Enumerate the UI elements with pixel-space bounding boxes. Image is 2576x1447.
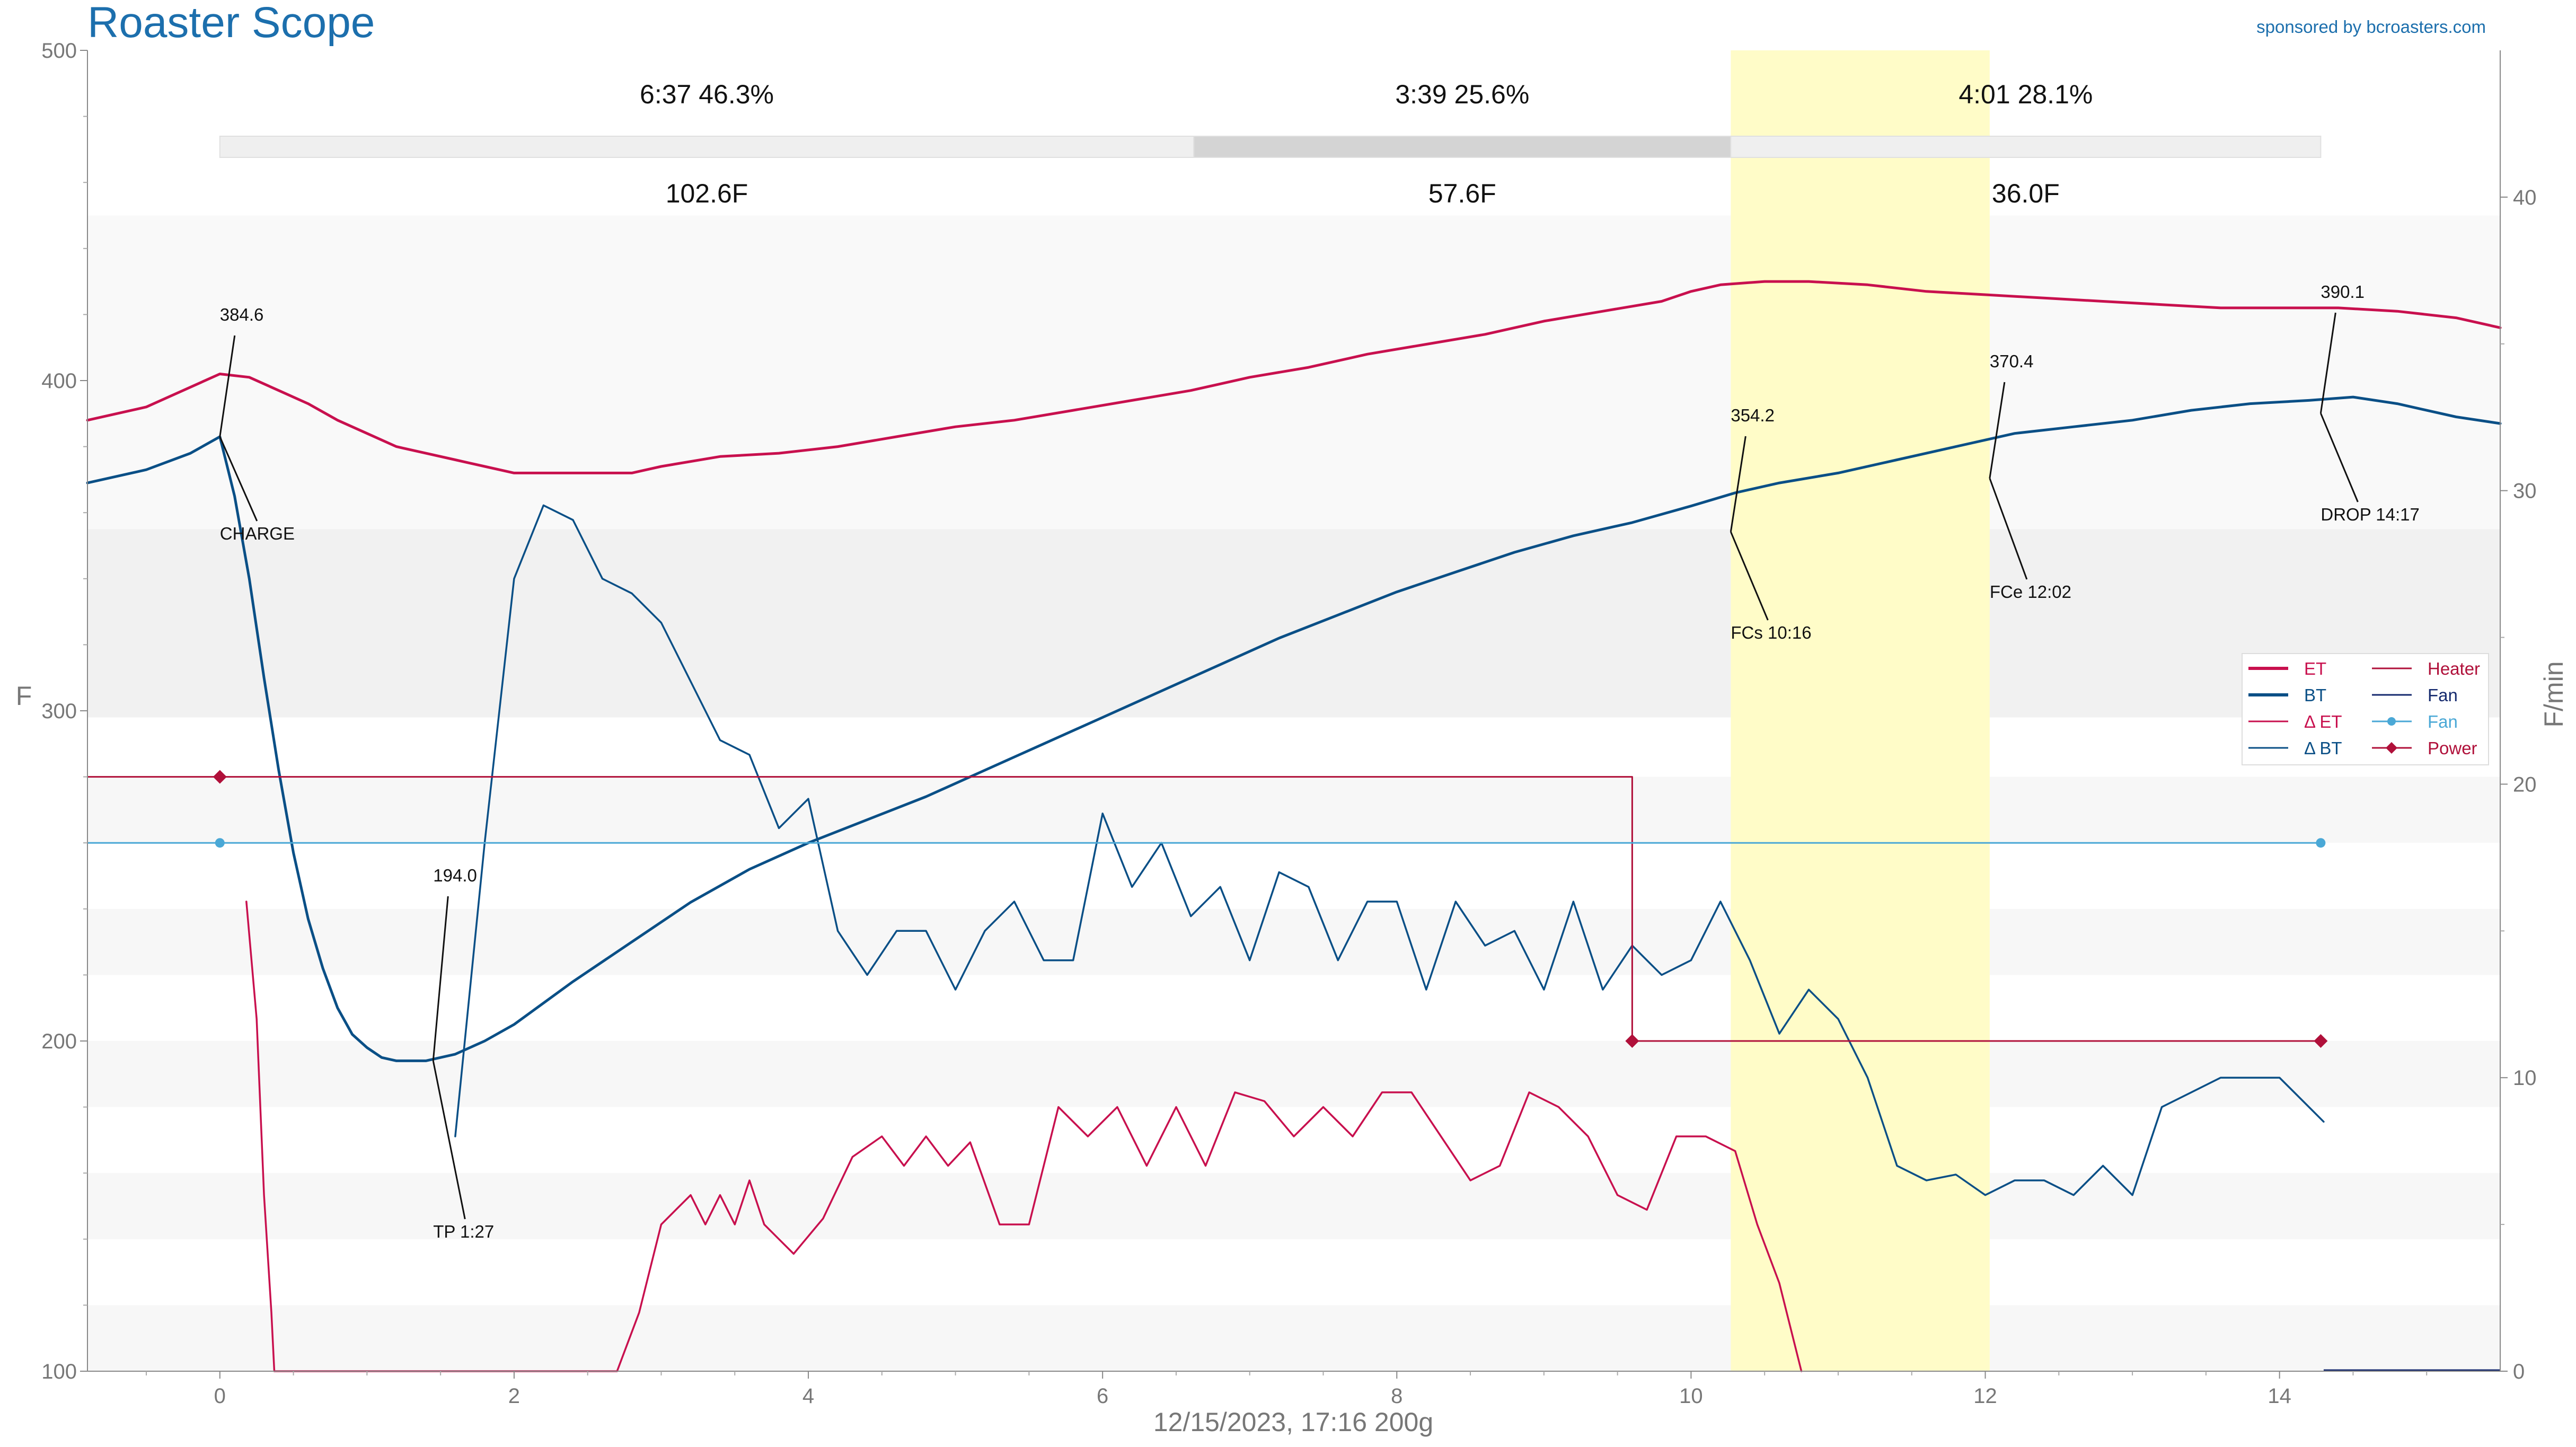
y2-tick-label: 0 <box>2513 1360 2525 1383</box>
event-leader <box>1730 436 1746 532</box>
legend[interactable]: ET BT Δ ET Δ BT Heater Fan Fan Power <box>2242 653 2489 765</box>
event-leader <box>432 896 449 1061</box>
event-value: 354.2 <box>1731 405 1775 425</box>
event-leader <box>219 436 258 522</box>
grid-band <box>87 1173 2500 1239</box>
event-leader <box>1730 531 1769 621</box>
power-marker <box>2314 1034 2328 1048</box>
legend-label: ET <box>2304 659 2326 678</box>
x-tick-label: 2 <box>508 1384 520 1408</box>
phase-time-percent: 3:39 25.6% <box>1395 80 1529 109</box>
x-tick-label: 12 <box>1973 1384 1997 1408</box>
event-value: 194.0 <box>433 866 477 885</box>
sponsor-link[interactable]: sponsored by bcroasters.com <box>2256 17 2486 37</box>
grid-band <box>87 1305 2500 1371</box>
legend-box <box>2242 653 2489 765</box>
grid-band <box>87 215 2500 530</box>
power-fan-markers <box>213 770 2328 1048</box>
phase-labels: 6:37 46.3% 102.6F 3:39 25.6% 57.6F 4:01 28.1… <box>640 80 2093 208</box>
legend-label: Δ ET <box>2304 712 2342 731</box>
event-label: DROP 14:17 <box>2321 505 2420 524</box>
grid-band <box>87 777 2500 843</box>
event-value: 384.6 <box>220 305 264 324</box>
legend-label: Heater <box>2428 659 2480 678</box>
event-value: 370.4 <box>1990 351 2034 371</box>
series-heater <box>86 776 2322 1042</box>
phase-temp-rise: 36.0F <box>1992 179 2060 208</box>
y-tick-label: 400 <box>41 369 77 393</box>
series-bt <box>86 395 2502 1062</box>
x-tick-label: 6 <box>1097 1384 1108 1408</box>
x-tick-label: 4 <box>802 1384 814 1408</box>
fan-marker <box>215 838 225 848</box>
phase-time-percent: 4:01 28.1% <box>1959 80 2093 109</box>
phase-bar-segment <box>1730 136 2322 158</box>
fan-marker <box>2316 838 2326 848</box>
series-et <box>86 280 2502 474</box>
event-leader <box>1989 478 2028 580</box>
y2-tick-label: 20 <box>2513 773 2537 796</box>
y-axis-label: F <box>16 681 32 711</box>
phase-time-percent: 6:37 46.3% <box>640 80 774 109</box>
grid-band <box>87 908 2500 975</box>
event-leader <box>1989 382 2006 479</box>
app-title: Roaster Scope <box>87 0 375 47</box>
x-tick-label: 14 <box>2268 1384 2291 1408</box>
roast-footer: 12/15/2023, 17:16 200g <box>1153 1407 1433 1437</box>
series-delta_et <box>245 901 1803 1372</box>
phase-bar-segment <box>1193 136 1732 158</box>
grid-band <box>87 529 2500 718</box>
phase-temp-rise: 102.6F <box>666 179 748 208</box>
x-tick-label: 0 <box>214 1384 226 1408</box>
grid-band <box>87 1041 2500 1107</box>
event-leader <box>432 1061 466 1220</box>
event-value: 390.1 <box>2321 282 2365 302</box>
power-marker <box>1625 1034 1639 1048</box>
legend-dot <box>2387 717 2396 726</box>
legend-label: Power <box>2428 738 2477 758</box>
y2-tick-label: 10 <box>2513 1066 2537 1090</box>
y-tick-label: 100 <box>41 1360 77 1383</box>
grid-bands <box>87 50 2500 1371</box>
series-lines <box>86 280 2502 1372</box>
legend-diamond <box>2386 742 2397 754</box>
event-annotations: 384.6 CHARGE 194.0 TP 1:27 354.2 FCs 10:16 370… <box>219 282 2420 1241</box>
legend-label: Δ BT <box>2304 738 2342 758</box>
y2-tick-label: 40 <box>2513 186 2537 209</box>
event-label: TP 1:27 <box>433 1222 494 1241</box>
event-label: FCe 12:02 <box>1990 582 2071 602</box>
y-tick-label: 200 <box>41 1030 77 1053</box>
event-leader <box>219 335 236 437</box>
series-delta_bt <box>454 504 2325 1196</box>
phase-bar-segment <box>219 136 1195 158</box>
first-crack-highlight <box>1731 50 1990 1371</box>
phase-bar <box>219 136 2322 158</box>
y2-axis-label: F/min <box>2539 661 2569 728</box>
event-leader <box>2319 312 2336 413</box>
event-leader <box>2319 413 2359 502</box>
y-tick-label: 300 <box>41 700 77 723</box>
phase-temp-rise: 57.6F <box>1428 179 1496 208</box>
y2-tick-label: 30 <box>2513 480 2537 503</box>
y-tick-label: 500 <box>41 39 77 63</box>
legend-label: Fan <box>2428 712 2458 731</box>
x-tick-label: 10 <box>1679 1384 1703 1408</box>
x-tick-label: 8 <box>1391 1384 1402 1408</box>
legend-label: BT <box>2304 685 2326 705</box>
event-label: FCs 10:16 <box>1731 623 1811 642</box>
power-marker <box>213 770 227 784</box>
event-label: CHARGE <box>220 524 295 543</box>
legend-label: Fan <box>2428 685 2458 705</box>
